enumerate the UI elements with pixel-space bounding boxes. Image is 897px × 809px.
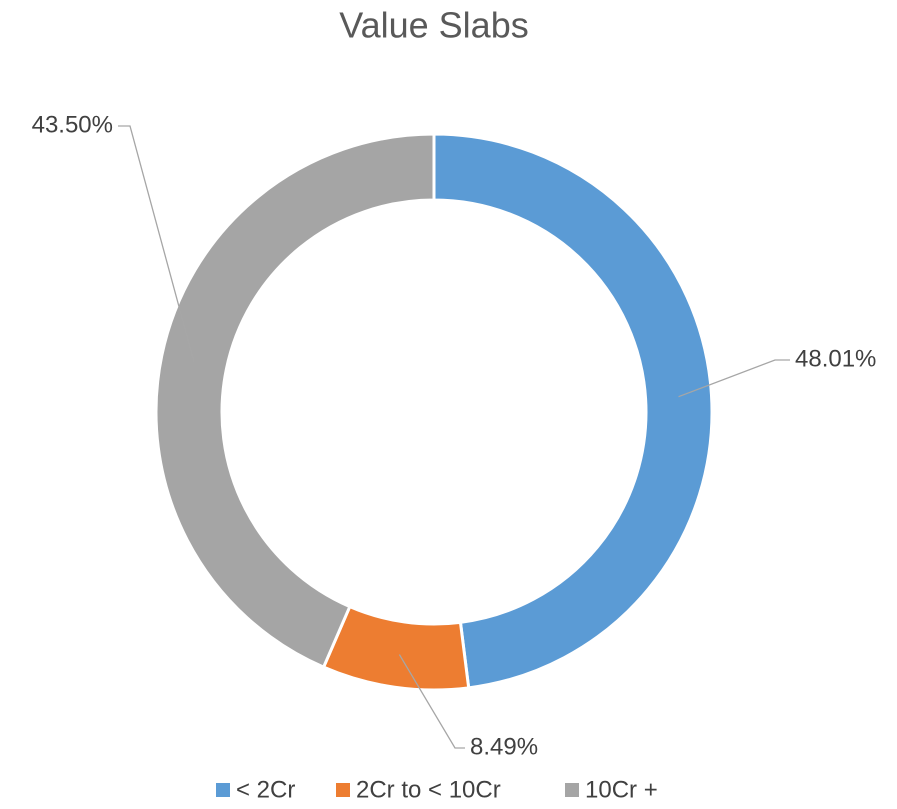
donut-segment bbox=[154, 132, 436, 670]
chart-title: Value Slabs bbox=[339, 5, 528, 46]
donut-segment bbox=[432, 132, 714, 690]
legend-swatch bbox=[216, 783, 230, 797]
leader-line bbox=[678, 359, 790, 398]
data-label: 8.49% bbox=[470, 733, 538, 760]
legend-label: 10Cr + bbox=[585, 776, 658, 803]
leader-line bbox=[118, 125, 195, 363]
legend-label: < 2Cr bbox=[236, 776, 295, 803]
legend-swatch bbox=[336, 783, 350, 797]
leader-line bbox=[398, 654, 465, 749]
data-label: 43.50% bbox=[32, 111, 113, 138]
legend-label: 2Cr to < 10Cr bbox=[356, 776, 501, 803]
legend-swatch bbox=[565, 783, 579, 797]
data-label: 48.01% bbox=[795, 345, 876, 372]
